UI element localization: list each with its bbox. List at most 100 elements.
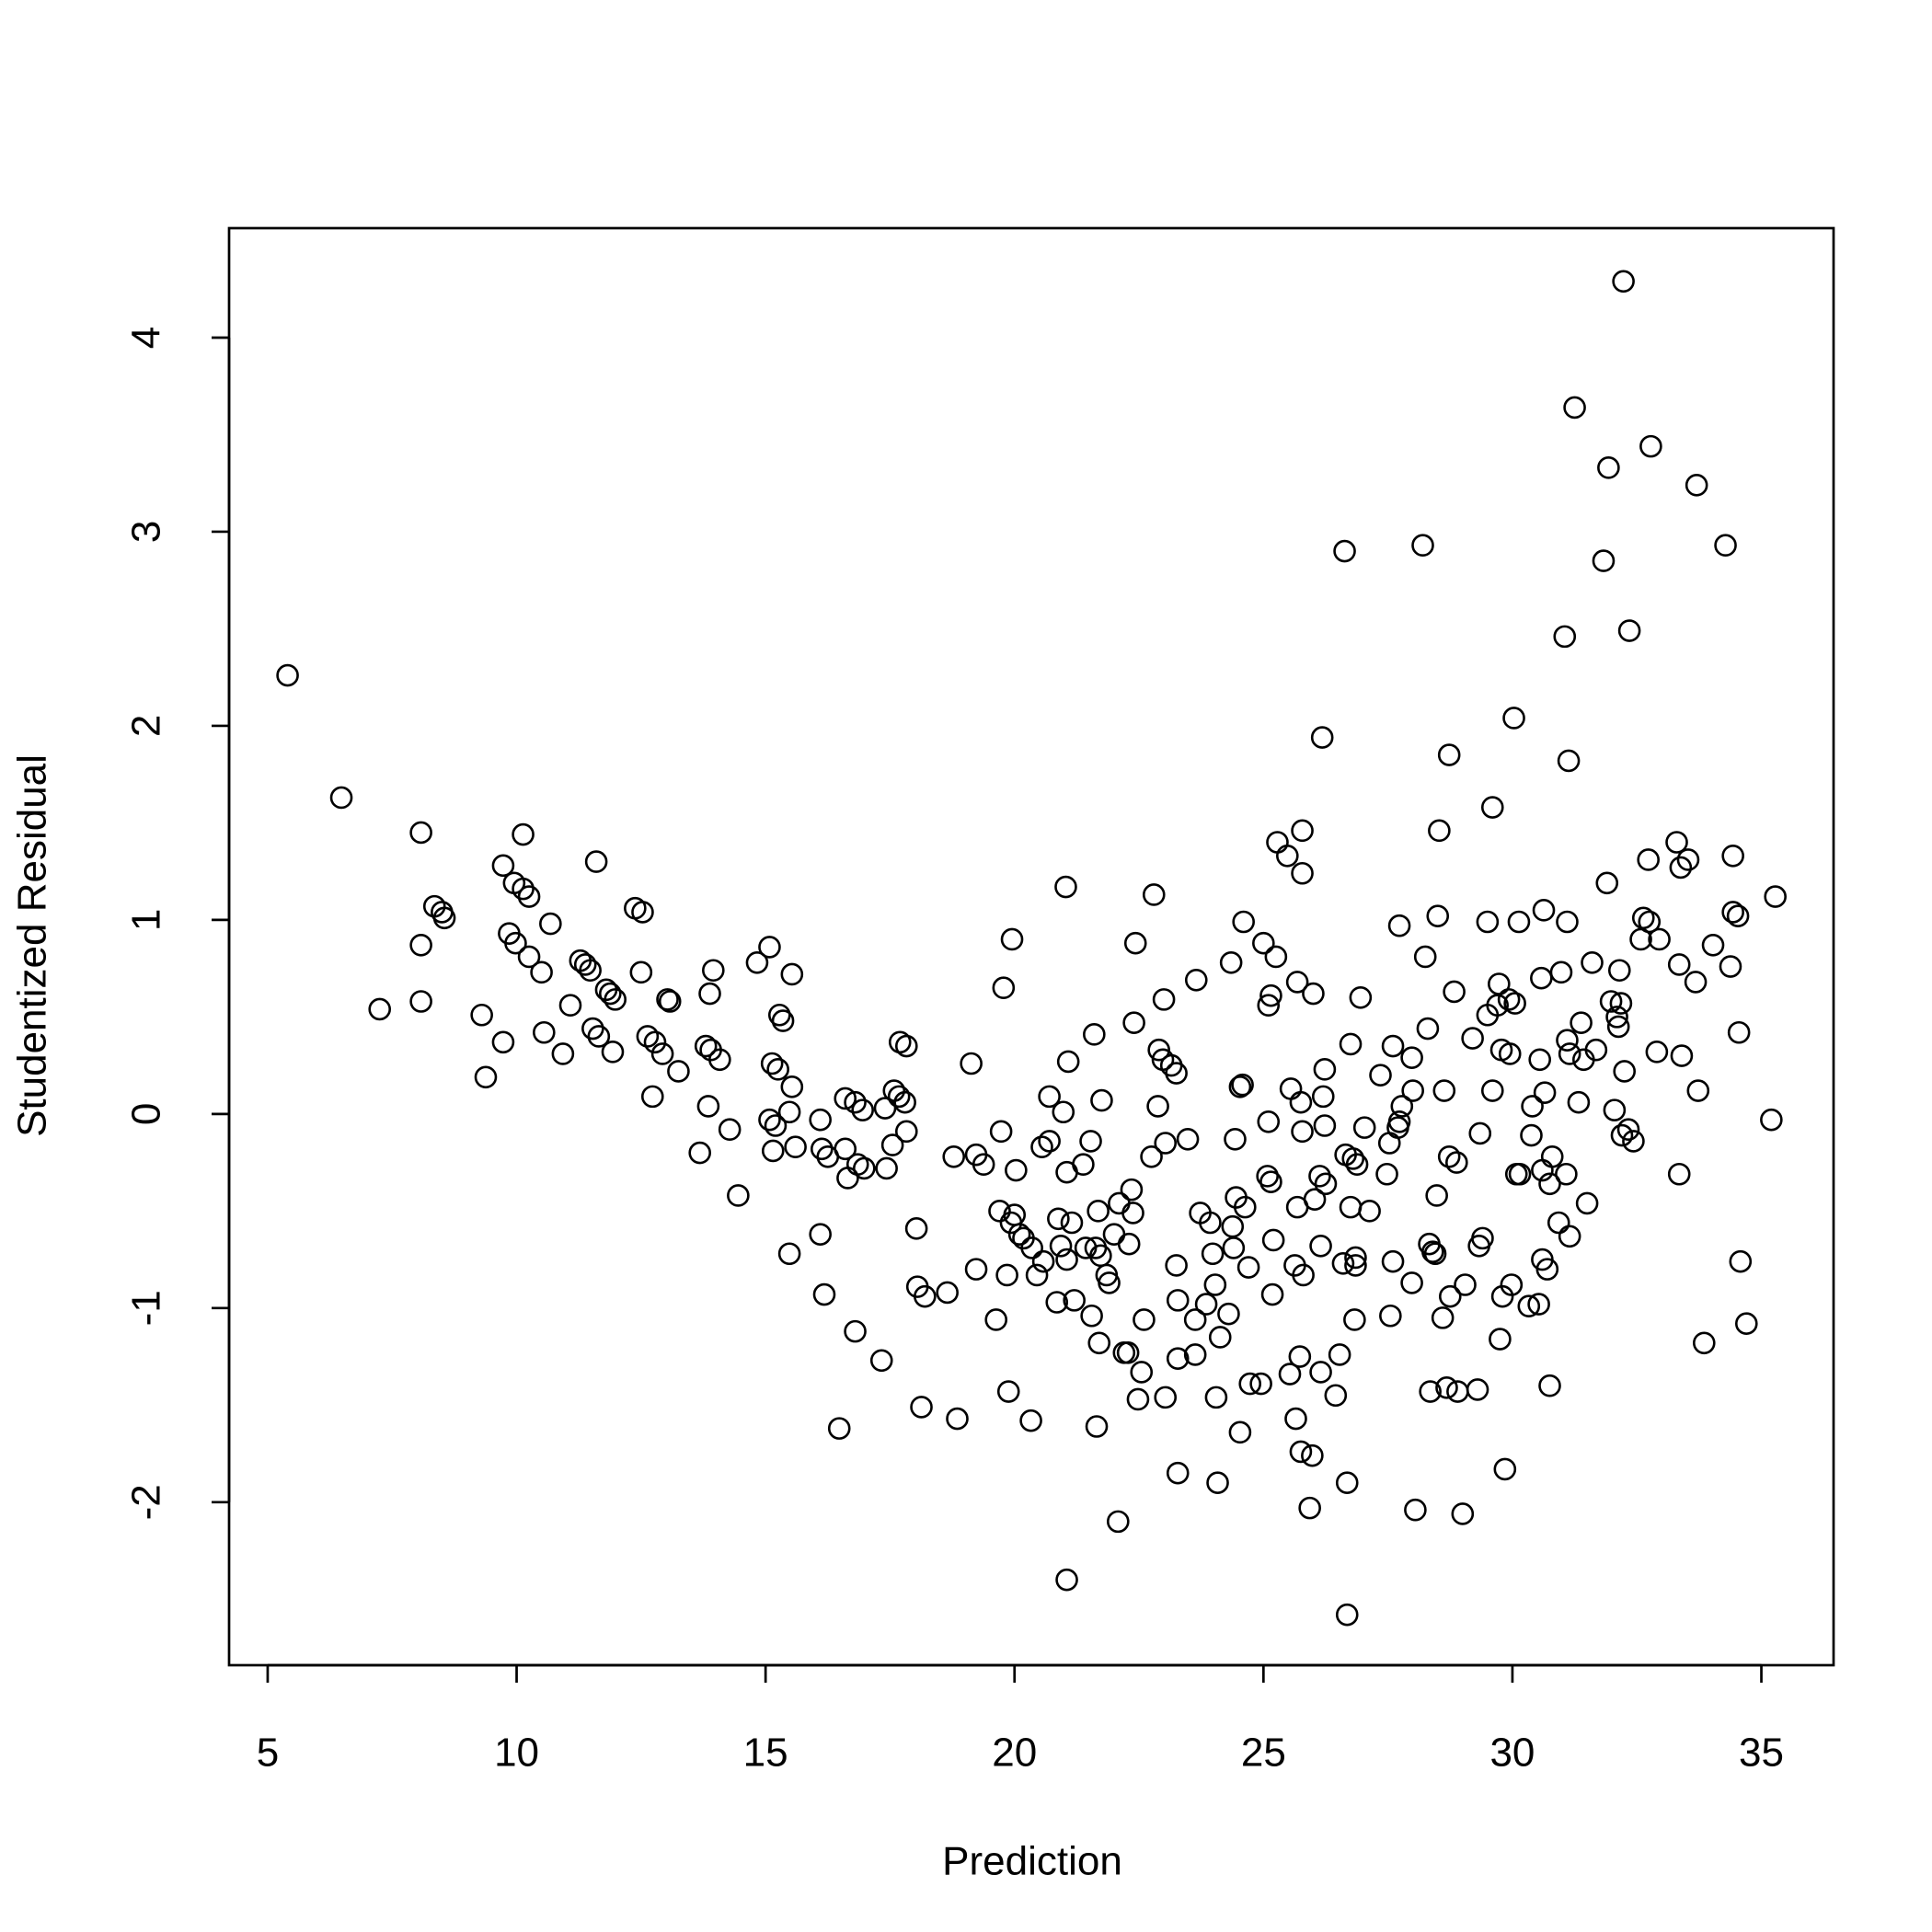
point	[1228, 1420, 1252, 1444]
point	[1581, 950, 1604, 974]
point	[533, 1020, 556, 1044]
point	[1575, 1191, 1599, 1215]
point	[1201, 1242, 1225, 1266]
point	[1538, 1172, 1561, 1196]
y-tick-label: 1	[124, 909, 169, 931]
point	[667, 1060, 690, 1083]
point	[1622, 1130, 1645, 1153]
point	[1667, 953, 1691, 976]
point	[875, 1156, 898, 1180]
point	[1645, 1041, 1669, 1064]
point	[1426, 904, 1450, 927]
point	[1025, 1263, 1049, 1287]
point	[880, 1133, 904, 1156]
point	[1232, 910, 1255, 934]
point	[1107, 1510, 1130, 1534]
point	[1166, 1347, 1190, 1370]
point	[1228, 1075, 1252, 1098]
point	[988, 1200, 1011, 1223]
point	[914, 1284, 937, 1308]
point	[758, 936, 781, 959]
point	[1401, 1079, 1424, 1102]
point	[1252, 931, 1275, 955]
point	[1734, 1312, 1758, 1335]
point	[780, 962, 804, 986]
point	[1416, 1017, 1440, 1041]
point	[1502, 707, 1525, 730]
point	[1349, 985, 1373, 1009]
point	[368, 997, 392, 1021]
point	[1055, 1248, 1078, 1271]
point	[1222, 1236, 1246, 1259]
point	[1221, 1214, 1245, 1238]
point	[643, 1030, 667, 1054]
point	[1400, 1046, 1423, 1069]
point	[1183, 1308, 1207, 1331]
point	[1665, 831, 1688, 854]
point	[1310, 726, 1334, 749]
point	[1199, 1211, 1222, 1235]
point	[1476, 910, 1500, 934]
point	[1102, 1223, 1126, 1246]
point	[409, 934, 432, 957]
point	[1714, 534, 1737, 558]
point	[1719, 955, 1742, 978]
point	[1648, 927, 1671, 951]
point	[640, 1085, 664, 1109]
point	[834, 1087, 857, 1110]
point	[656, 988, 679, 1011]
point	[1558, 1042, 1581, 1065]
point	[1637, 848, 1660, 871]
point	[1183, 1343, 1207, 1366]
point	[1607, 959, 1631, 983]
point	[1259, 1170, 1282, 1193]
y-tick-label: 3	[124, 521, 169, 543]
point	[1443, 980, 1466, 1004]
point	[1090, 1088, 1113, 1112]
point	[1727, 1020, 1751, 1044]
point	[1508, 1162, 1532, 1186]
point	[834, 1137, 857, 1161]
point	[767, 1003, 791, 1027]
point	[1344, 1254, 1367, 1277]
x-tick-label: 5	[257, 1731, 279, 1776]
point	[784, 1135, 807, 1159]
point	[1291, 861, 1314, 885]
point	[491, 854, 515, 878]
point	[1404, 1498, 1427, 1522]
point	[1609, 992, 1633, 1015]
point	[1428, 819, 1451, 843]
point	[1667, 1162, 1691, 1186]
point	[960, 1052, 983, 1075]
point	[1308, 1165, 1331, 1188]
y-tick-label: 4	[124, 327, 169, 349]
point	[1764, 885, 1787, 908]
point	[1285, 971, 1309, 994]
point	[1358, 1200, 1381, 1223]
point	[1438, 1284, 1462, 1308]
point	[771, 1009, 795, 1032]
point	[579, 959, 602, 983]
point	[1122, 1011, 1145, 1034]
point	[1431, 1306, 1455, 1329]
point	[1461, 1027, 1484, 1050]
point	[1517, 1294, 1541, 1318]
point	[1238, 1372, 1262, 1396]
point	[1085, 1415, 1109, 1438]
point	[1676, 848, 1700, 871]
point	[1079, 1130, 1102, 1153]
point	[1729, 1249, 1753, 1273]
point	[1335, 1471, 1359, 1494]
point	[1072, 1153, 1095, 1177]
point	[777, 1100, 801, 1124]
point	[1486, 994, 1509, 1018]
point	[1120, 1178, 1144, 1202]
point	[1333, 539, 1356, 563]
point	[887, 1085, 911, 1109]
point	[573, 953, 597, 976]
point	[1314, 1172, 1338, 1196]
y-tick-label: -1	[124, 1290, 169, 1326]
point	[1052, 1100, 1075, 1124]
point	[1669, 856, 1693, 880]
point	[1419, 1380, 1442, 1403]
